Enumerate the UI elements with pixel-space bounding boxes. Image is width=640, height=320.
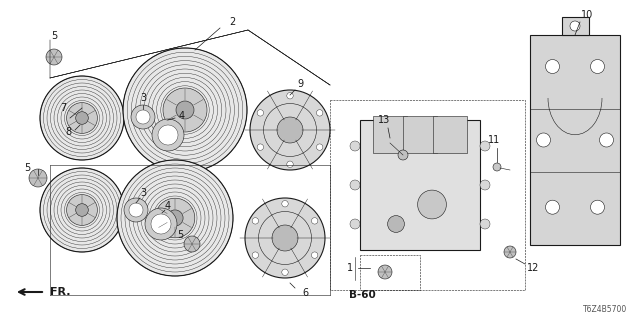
Circle shape — [504, 246, 516, 258]
Circle shape — [136, 110, 150, 124]
Text: 4: 4 — [179, 111, 185, 121]
Circle shape — [145, 208, 177, 240]
Bar — [561, 17, 589, 35]
Text: 7: 7 — [60, 103, 66, 113]
Circle shape — [591, 200, 605, 214]
Circle shape — [250, 90, 330, 170]
Circle shape — [29, 169, 47, 187]
Text: B-60: B-60 — [349, 290, 376, 300]
Text: 9: 9 — [297, 79, 303, 89]
Text: 3: 3 — [140, 188, 146, 198]
Circle shape — [312, 218, 318, 224]
Circle shape — [252, 218, 259, 224]
Circle shape — [272, 225, 298, 251]
Circle shape — [480, 219, 490, 229]
Circle shape — [591, 60, 605, 74]
Circle shape — [287, 161, 293, 167]
Text: 12: 12 — [527, 263, 539, 273]
Text: 5: 5 — [177, 230, 183, 240]
Circle shape — [388, 216, 404, 232]
Circle shape — [316, 110, 323, 116]
Circle shape — [282, 269, 288, 276]
Circle shape — [545, 60, 559, 74]
Text: 5: 5 — [51, 31, 57, 41]
Circle shape — [40, 76, 124, 160]
Circle shape — [76, 204, 88, 216]
Text: 13: 13 — [378, 115, 390, 125]
Circle shape — [67, 103, 97, 133]
Text: FR.: FR. — [50, 287, 70, 297]
Circle shape — [350, 180, 360, 190]
Circle shape — [76, 112, 88, 124]
Circle shape — [418, 190, 447, 219]
Circle shape — [480, 141, 490, 151]
Circle shape — [40, 168, 124, 252]
Circle shape — [536, 133, 550, 147]
Circle shape — [167, 210, 183, 226]
Circle shape — [123, 48, 247, 172]
Circle shape — [287, 92, 293, 99]
Circle shape — [151, 214, 171, 234]
Text: 5: 5 — [24, 163, 30, 173]
Circle shape — [129, 203, 143, 217]
Circle shape — [378, 265, 392, 279]
Circle shape — [493, 163, 501, 171]
Circle shape — [257, 110, 264, 116]
Text: 1: 1 — [347, 263, 353, 273]
Text: 3: 3 — [140, 93, 146, 103]
Circle shape — [176, 101, 194, 119]
Text: T6Z4B5700: T6Z4B5700 — [583, 305, 627, 314]
Bar — [530, 35, 620, 245]
Circle shape — [570, 21, 580, 31]
Circle shape — [156, 198, 195, 238]
Text: 11: 11 — [488, 135, 500, 145]
Circle shape — [398, 150, 408, 160]
Circle shape — [252, 252, 259, 258]
Circle shape — [350, 219, 360, 229]
Circle shape — [158, 125, 178, 145]
Circle shape — [350, 141, 360, 151]
Text: 4: 4 — [165, 201, 171, 211]
Circle shape — [117, 160, 233, 276]
Text: 10: 10 — [581, 10, 593, 20]
Text: 2: 2 — [229, 17, 235, 27]
Bar — [360, 120, 480, 250]
Circle shape — [184, 236, 200, 252]
Circle shape — [316, 144, 323, 150]
Circle shape — [545, 200, 559, 214]
Text: 8: 8 — [65, 127, 71, 137]
Circle shape — [67, 195, 97, 225]
Circle shape — [124, 198, 148, 222]
Circle shape — [46, 49, 62, 65]
Circle shape — [312, 252, 318, 258]
Circle shape — [152, 119, 184, 151]
Circle shape — [480, 180, 490, 190]
Bar — [433, 116, 467, 153]
Bar — [403, 116, 437, 153]
Circle shape — [277, 117, 303, 143]
Circle shape — [600, 133, 614, 147]
Bar — [373, 116, 407, 153]
Circle shape — [131, 105, 155, 129]
Circle shape — [282, 201, 288, 207]
Circle shape — [245, 198, 325, 278]
Text: 6: 6 — [302, 288, 308, 298]
Circle shape — [257, 144, 264, 150]
Circle shape — [163, 88, 207, 132]
